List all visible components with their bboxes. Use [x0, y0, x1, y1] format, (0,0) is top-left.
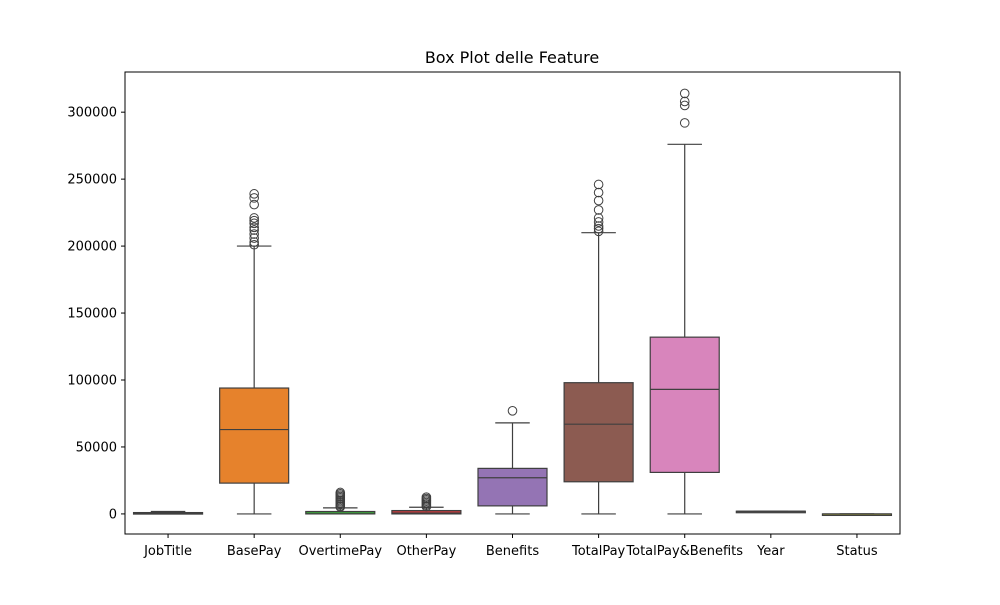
x-tick-label-year: Year	[756, 544, 785, 559]
x-tick-label-benefits: Benefits	[486, 544, 539, 559]
outlier-basepay-1	[249, 237, 259, 247]
outlier-totalpay-6	[593, 195, 604, 206]
plot-area: JobTitle BasePay OvertimePay OtherPay Benefi…	[67, 71, 901, 559]
outlier-totalpay-1	[593, 223, 604, 234]
outlier-basepay-0	[249, 239, 259, 250]
box-totalpay	[563, 382, 634, 483]
outlier-totalpay-0	[593, 226, 604, 237]
y-tick-label-50000: 50000	[76, 440, 117, 455]
outlier-otherpay-7	[421, 492, 432, 502]
outlier-totalpay-3	[593, 217, 604, 227]
outlier-basepay-7	[249, 215, 259, 226]
outlier-basepay-6	[249, 218, 259, 229]
x-tick-label-otherpay: OtherPay	[396, 544, 456, 559]
outlier-basepay-2	[249, 233, 259, 243]
outlier-benefits-0	[507, 406, 518, 416]
x-tick-label-totalpay-benefits: TotalPay&Benefits	[625, 544, 743, 559]
y-tick-label-200000: 200000	[67, 240, 117, 255]
y-tick-label-300000: 300000	[67, 106, 117, 121]
y-tick-label-0: 0	[109, 507, 117, 522]
outlier-totalpay-2	[593, 221, 604, 231]
x-tick-label-status: Status	[836, 544, 878, 559]
x-tick-label-overtimepay: OvertimePay	[298, 544, 382, 559]
x-tick-label-totalpay: TotalPay	[571, 544, 626, 559]
axes-frame	[124, 71, 901, 535]
outlier-basepay-3	[249, 229, 259, 239]
outlier-totalpay-benefits-0	[679, 118, 690, 128]
outlier-totalpay-4	[593, 213, 604, 223]
outlier-totalpay-7	[593, 187, 604, 198]
outlier-basepay-10	[249, 193, 259, 203]
x-tick-label-jobtitle: JobTitle	[143, 544, 192, 559]
x-tick-label-basepay: BasePay	[227, 544, 282, 559]
y-tick-label-250000: 250000	[67, 173, 117, 188]
outlier-basepay-9	[249, 199, 259, 210]
y-tick-label-150000: 150000	[67, 307, 117, 322]
outlier-basepay-5	[249, 222, 259, 233]
outlier-totalpay-benefits-2	[679, 96, 690, 107]
box-basepay	[219, 387, 290, 484]
y-tick-label-100000: 100000	[67, 374, 117, 389]
outlier-basepay-4	[249, 225, 259, 235]
outlier-totalpay-benefits-1	[679, 100, 690, 111]
box-totalpay-benefits	[649, 336, 720, 473]
outlier-totalpay-8	[593, 179, 604, 190]
outlier-basepay-11	[249, 189, 259, 199]
outlier-overtimepay-11	[335, 487, 346, 498]
chart-title: Box Plot delle Feature	[425, 48, 599, 67]
box-benefits	[477, 467, 548, 507]
outlier-basepay-8	[249, 213, 259, 223]
outlier-totalpay-benefits-3	[679, 88, 690, 99]
outlier-totalpay-5	[593, 205, 604, 215]
